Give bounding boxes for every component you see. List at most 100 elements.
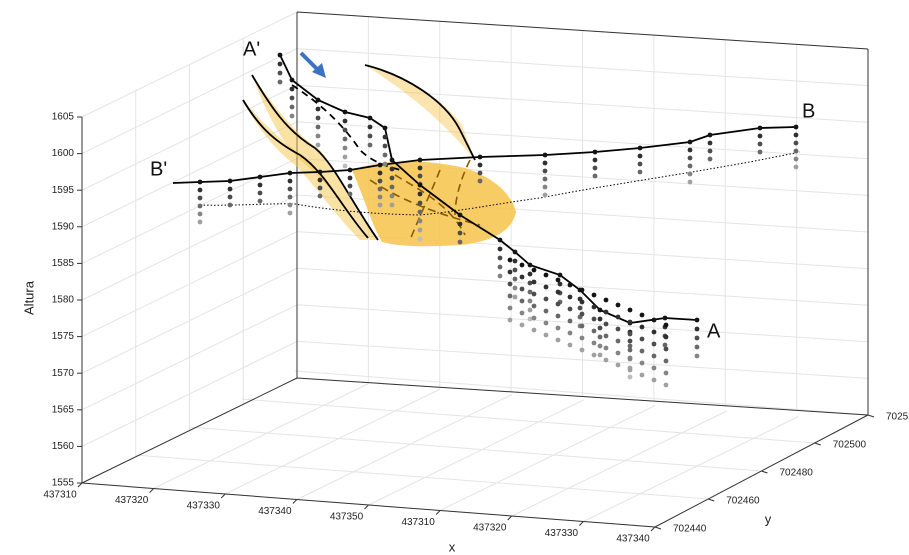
z-tick-label: 1565 xyxy=(52,404,75,415)
reference-line xyxy=(199,151,801,216)
point xyxy=(382,143,388,149)
point xyxy=(315,106,321,112)
point xyxy=(603,333,609,339)
slide-zone xyxy=(365,65,475,160)
point xyxy=(257,174,263,180)
point xyxy=(707,148,713,154)
point xyxy=(417,157,423,163)
z-tick-label: 1575 xyxy=(52,331,75,342)
x-tick xyxy=(435,510,441,515)
point xyxy=(497,246,503,252)
x-axis-label: x xyxy=(449,539,456,554)
point xyxy=(555,277,561,283)
point xyxy=(555,289,561,295)
point xyxy=(627,338,633,344)
point xyxy=(531,303,537,309)
point xyxy=(579,299,585,305)
z-tick-label: 1585 xyxy=(52,258,75,269)
point xyxy=(603,297,609,303)
point xyxy=(507,269,513,275)
point xyxy=(615,326,621,332)
x-tick-label: 437340 xyxy=(616,534,650,545)
point xyxy=(592,173,598,179)
point xyxy=(377,178,383,184)
point xyxy=(317,169,323,175)
point xyxy=(289,77,295,83)
point xyxy=(651,317,657,323)
point xyxy=(694,326,700,332)
point xyxy=(417,236,423,242)
box-edge xyxy=(81,482,656,528)
point xyxy=(367,133,373,139)
point xyxy=(342,118,348,124)
point xyxy=(531,291,537,297)
point xyxy=(567,318,573,324)
grid-line xyxy=(188,426,762,472)
point xyxy=(793,148,799,154)
point xyxy=(687,155,693,161)
x-tick xyxy=(507,515,513,521)
point xyxy=(277,70,283,76)
point xyxy=(377,202,383,208)
point xyxy=(382,152,388,158)
point xyxy=(417,200,423,206)
point xyxy=(377,162,383,168)
point xyxy=(567,306,573,312)
point xyxy=(382,161,388,167)
y-tick-label: 702440 xyxy=(673,524,707,535)
point xyxy=(519,310,525,316)
point xyxy=(457,212,463,218)
point xyxy=(287,202,293,208)
point xyxy=(542,176,548,182)
point xyxy=(527,316,533,322)
point xyxy=(757,141,763,147)
point xyxy=(389,157,395,163)
point xyxy=(342,136,348,142)
point xyxy=(687,171,693,177)
point xyxy=(615,350,621,356)
y-tick-label: 702480 xyxy=(780,468,814,479)
point xyxy=(389,202,395,208)
point xyxy=(477,154,483,160)
point xyxy=(579,323,585,329)
y-tick-label: 702500 xyxy=(833,440,867,451)
grid-line xyxy=(439,405,656,511)
point xyxy=(342,109,348,115)
point xyxy=(197,179,203,185)
point xyxy=(389,175,395,181)
point xyxy=(637,153,643,159)
point xyxy=(543,320,549,326)
point xyxy=(579,287,585,293)
point xyxy=(527,289,533,295)
point xyxy=(377,194,383,200)
point xyxy=(277,79,283,85)
point xyxy=(497,273,503,279)
point xyxy=(519,262,525,268)
point xyxy=(615,302,621,308)
box-edge xyxy=(296,377,869,416)
point xyxy=(227,186,233,192)
point xyxy=(591,292,597,298)
point xyxy=(315,115,321,121)
point xyxy=(457,221,463,227)
point xyxy=(555,301,561,307)
point xyxy=(627,367,633,373)
point xyxy=(457,239,463,245)
point xyxy=(367,142,373,148)
annotation: B xyxy=(802,100,815,122)
point xyxy=(542,184,548,190)
point xyxy=(639,360,645,366)
z-tick-label: 1560 xyxy=(52,441,75,452)
point xyxy=(512,267,518,273)
point xyxy=(567,330,573,336)
point xyxy=(382,134,388,140)
x-tick-label: 437350 xyxy=(330,512,364,523)
point xyxy=(597,307,603,313)
arrow xyxy=(299,51,320,72)
point xyxy=(197,203,203,209)
point xyxy=(542,168,548,174)
point xyxy=(477,162,483,168)
x-tick xyxy=(77,482,83,488)
point xyxy=(591,352,597,358)
point xyxy=(277,61,283,67)
